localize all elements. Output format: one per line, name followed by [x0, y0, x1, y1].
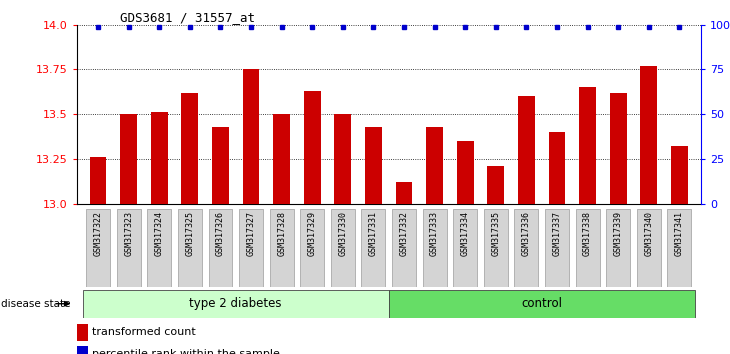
Bar: [273, 114, 290, 204]
Text: GSM317334: GSM317334: [461, 211, 469, 256]
Text: control: control: [521, 297, 562, 310]
FancyBboxPatch shape: [86, 209, 110, 287]
Text: disease state: disease state: [1, 299, 70, 309]
FancyBboxPatch shape: [453, 209, 477, 287]
Text: transformed count: transformed count: [92, 327, 196, 337]
Bar: [671, 146, 688, 204]
Text: GSM317338: GSM317338: [583, 211, 592, 256]
FancyBboxPatch shape: [484, 209, 508, 287]
Bar: [82, 290, 389, 318]
FancyBboxPatch shape: [239, 209, 263, 287]
Bar: [548, 132, 566, 204]
FancyBboxPatch shape: [637, 209, 661, 287]
Text: GDS3681 / 31557_at: GDS3681 / 31557_at: [120, 11, 256, 24]
Text: GSM317333: GSM317333: [430, 211, 439, 256]
Bar: [426, 127, 443, 204]
FancyBboxPatch shape: [147, 209, 172, 287]
Bar: [518, 96, 535, 204]
Text: GSM317329: GSM317329: [308, 211, 317, 256]
Bar: [488, 166, 504, 204]
Text: GSM317332: GSM317332: [399, 211, 409, 256]
Bar: [640, 66, 657, 204]
Bar: [579, 87, 596, 204]
FancyBboxPatch shape: [331, 209, 355, 287]
Text: GSM317339: GSM317339: [614, 211, 623, 256]
Text: GSM317324: GSM317324: [155, 211, 164, 256]
FancyBboxPatch shape: [300, 209, 324, 287]
Text: GSM317340: GSM317340: [645, 211, 653, 256]
Text: percentile rank within the sample: percentile rank within the sample: [92, 349, 280, 354]
Text: GSM317341: GSM317341: [675, 211, 684, 256]
Text: GSM317328: GSM317328: [277, 211, 286, 256]
FancyBboxPatch shape: [117, 209, 141, 287]
FancyBboxPatch shape: [606, 209, 630, 287]
Bar: [77, 346, 88, 354]
Text: GSM317323: GSM317323: [124, 211, 133, 256]
Bar: [151, 112, 168, 204]
Bar: [365, 127, 382, 204]
Bar: [242, 69, 259, 204]
Text: GSM317336: GSM317336: [522, 211, 531, 256]
FancyBboxPatch shape: [423, 209, 447, 287]
FancyBboxPatch shape: [178, 209, 201, 287]
FancyBboxPatch shape: [667, 209, 691, 287]
FancyBboxPatch shape: [515, 209, 538, 287]
FancyBboxPatch shape: [269, 209, 293, 287]
Text: GSM317335: GSM317335: [491, 211, 500, 256]
Bar: [212, 127, 229, 204]
Text: GSM317322: GSM317322: [93, 211, 103, 256]
Bar: [182, 93, 199, 204]
FancyBboxPatch shape: [576, 209, 599, 287]
Text: GSM317337: GSM317337: [553, 211, 561, 256]
Bar: [334, 114, 351, 204]
Text: GSM317326: GSM317326: [216, 211, 225, 256]
Bar: [120, 114, 137, 204]
Bar: [90, 157, 107, 204]
Text: type 2 diabetes: type 2 diabetes: [190, 297, 282, 310]
Bar: [304, 91, 320, 204]
Bar: [389, 290, 695, 318]
Bar: [457, 141, 474, 204]
Text: GSM317325: GSM317325: [185, 211, 194, 256]
Bar: [396, 182, 412, 204]
Text: GSM317330: GSM317330: [338, 211, 347, 256]
FancyBboxPatch shape: [392, 209, 416, 287]
Text: GSM317331: GSM317331: [369, 211, 378, 256]
FancyBboxPatch shape: [361, 209, 385, 287]
Bar: [77, 324, 88, 341]
FancyBboxPatch shape: [545, 209, 569, 287]
FancyBboxPatch shape: [209, 209, 232, 287]
Bar: [610, 93, 626, 204]
Text: GSM317327: GSM317327: [247, 211, 255, 256]
